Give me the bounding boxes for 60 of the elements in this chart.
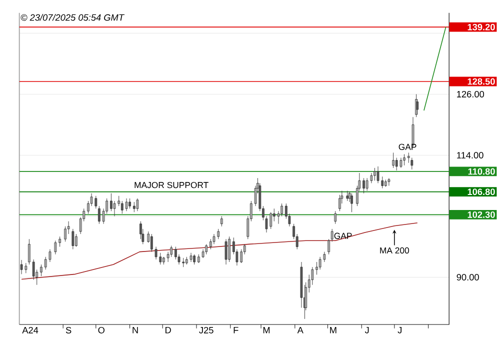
candlestick bbox=[125, 198, 128, 212]
x-tick-label: D bbox=[166, 327, 171, 334]
candlestick bbox=[362, 178, 366, 194]
candlestick bbox=[374, 168, 376, 182]
y-tick-label: 114.00 bbox=[457, 152, 484, 159]
candlestick bbox=[205, 244, 208, 255]
y-tick-label: 90.00 bbox=[456, 274, 479, 281]
annotation: MAJOR SUPPORT bbox=[134, 182, 208, 188]
annotation: GAP bbox=[334, 232, 352, 240]
candlestick bbox=[24, 262, 28, 274]
x-tick-label: J bbox=[398, 327, 402, 334]
candlestick bbox=[330, 228, 334, 242]
candlestick bbox=[54, 240, 57, 255]
candlestick bbox=[224, 238, 228, 265]
ref-line-label: 110.80 bbox=[468, 168, 495, 175]
candlestick bbox=[58, 236, 62, 248]
x-tick-label: M bbox=[330, 327, 336, 334]
candlestick bbox=[28, 238, 30, 265]
x-tick-label: S bbox=[66, 327, 72, 334]
candlestick bbox=[136, 198, 139, 212]
x-tick-label: F bbox=[234, 327, 238, 334]
x-tick-label: M bbox=[263, 327, 270, 334]
candlestick bbox=[400, 158, 402, 168]
candlestick bbox=[190, 252, 192, 262]
ref-line-label: 102.30 bbox=[468, 212, 495, 218]
x-tick-label: N bbox=[132, 327, 138, 334]
candlestick bbox=[334, 211, 337, 224]
candlestick bbox=[72, 228, 74, 250]
candlestick bbox=[338, 194, 341, 212]
candlestick bbox=[388, 178, 390, 186]
x-tick-label: O bbox=[98, 327, 104, 334]
ref-line-label: 128.50 bbox=[468, 78, 495, 85]
candlestick bbox=[392, 152, 395, 168]
candlestick bbox=[346, 190, 349, 202]
candlestick bbox=[20, 260, 23, 275]
candlestick bbox=[40, 264, 42, 277]
ref-line-label: 106.80 bbox=[468, 188, 495, 196]
candlestick bbox=[132, 202, 136, 213]
candlestick bbox=[128, 198, 132, 209]
x-tick-label: A bbox=[297, 327, 304, 334]
candlestick bbox=[384, 180, 387, 188]
line-series bbox=[21, 222, 418, 280]
candlestick bbox=[110, 193, 112, 212]
y-tick-label: 126.00 bbox=[457, 91, 484, 98]
x-tick-label: J bbox=[364, 327, 369, 334]
ref-line-label: 139.20 bbox=[468, 24, 495, 30]
annotation: © 23/07/2025 05:54 GMT bbox=[20, 14, 125, 21]
candlestick bbox=[403, 154, 406, 166]
candlestick bbox=[162, 256, 165, 265]
annotation: GAP bbox=[398, 144, 416, 150]
x-tick-label: J25 bbox=[199, 327, 214, 334]
candlestick bbox=[197, 254, 200, 264]
candlestick bbox=[350, 193, 353, 213]
candlestick bbox=[220, 216, 223, 227]
candlestick bbox=[98, 206, 100, 224]
text: MA 200 bbox=[380, 247, 410, 254]
candlestick bbox=[193, 254, 196, 265]
candlestick bbox=[328, 238, 330, 255]
candlestick bbox=[228, 236, 231, 262]
x-tick-label: A24 bbox=[22, 327, 38, 334]
